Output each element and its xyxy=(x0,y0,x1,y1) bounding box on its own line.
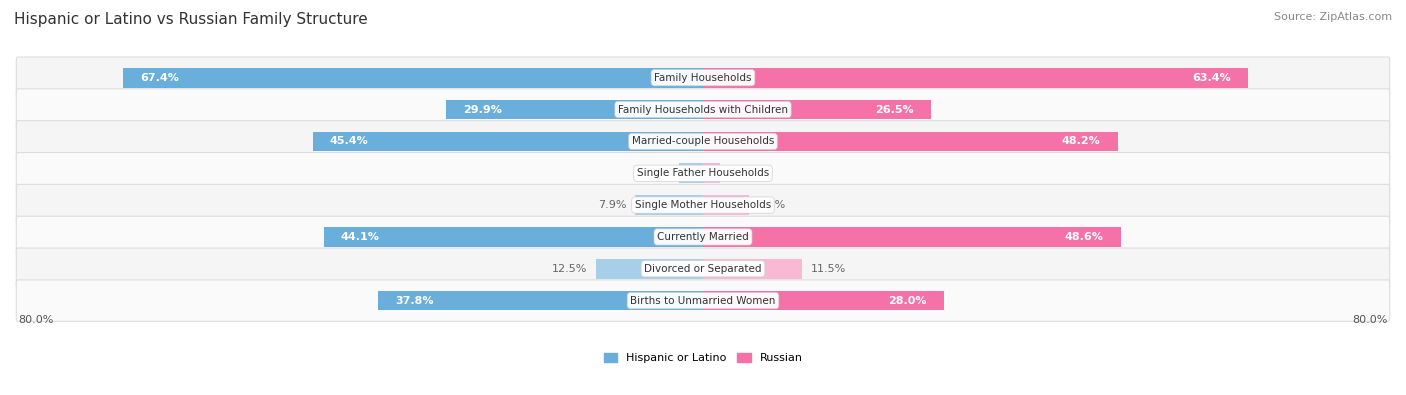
Text: 67.4%: 67.4% xyxy=(141,73,180,83)
Bar xyxy=(703,132,1118,151)
Text: Single Father Households: Single Father Households xyxy=(637,168,769,178)
Text: 80.0%: 80.0% xyxy=(1353,315,1388,325)
Text: 80.0%: 80.0% xyxy=(18,315,53,325)
Text: 44.1%: 44.1% xyxy=(340,232,380,242)
Text: 11.5%: 11.5% xyxy=(810,264,846,274)
Bar xyxy=(378,291,703,310)
Text: 28.0%: 28.0% xyxy=(889,295,927,306)
Text: 63.4%: 63.4% xyxy=(1192,73,1232,83)
Bar xyxy=(323,227,703,247)
Text: 12.5%: 12.5% xyxy=(551,264,586,274)
FancyBboxPatch shape xyxy=(17,248,1389,290)
FancyBboxPatch shape xyxy=(17,57,1389,98)
Text: 37.8%: 37.8% xyxy=(395,295,433,306)
FancyBboxPatch shape xyxy=(17,184,1389,226)
Bar xyxy=(124,68,703,88)
Text: 5.3%: 5.3% xyxy=(758,200,786,210)
Bar xyxy=(312,132,703,151)
Text: Family Households with Children: Family Households with Children xyxy=(619,105,787,115)
Text: Family Households: Family Households xyxy=(654,73,752,83)
Legend: Hispanic or Latino, Russian: Hispanic or Latino, Russian xyxy=(599,348,807,368)
Text: 26.5%: 26.5% xyxy=(875,105,914,115)
FancyBboxPatch shape xyxy=(17,152,1389,194)
FancyBboxPatch shape xyxy=(17,216,1389,258)
Text: Married-couple Households: Married-couple Households xyxy=(631,136,775,147)
Text: 2.8%: 2.8% xyxy=(641,168,671,178)
Text: Births to Unmarried Women: Births to Unmarried Women xyxy=(630,295,776,306)
Text: 29.9%: 29.9% xyxy=(463,105,502,115)
Text: Source: ZipAtlas.com: Source: ZipAtlas.com xyxy=(1274,12,1392,22)
Text: 7.9%: 7.9% xyxy=(598,200,627,210)
FancyBboxPatch shape xyxy=(17,121,1389,162)
Bar xyxy=(636,195,703,215)
Text: 45.4%: 45.4% xyxy=(330,136,368,147)
Bar xyxy=(703,259,801,278)
Text: 48.6%: 48.6% xyxy=(1064,232,1104,242)
Bar xyxy=(703,227,1121,247)
FancyBboxPatch shape xyxy=(17,280,1389,321)
Bar xyxy=(703,195,748,215)
Bar xyxy=(596,259,703,278)
Bar xyxy=(703,291,943,310)
Bar xyxy=(703,68,1249,88)
Text: Currently Married: Currently Married xyxy=(657,232,749,242)
Bar xyxy=(703,164,720,183)
Text: Hispanic or Latino vs Russian Family Structure: Hispanic or Latino vs Russian Family Str… xyxy=(14,12,368,27)
FancyBboxPatch shape xyxy=(17,89,1389,130)
Text: Single Mother Households: Single Mother Households xyxy=(636,200,770,210)
Bar xyxy=(703,100,931,119)
Bar xyxy=(679,164,703,183)
Text: 48.2%: 48.2% xyxy=(1062,136,1101,147)
Text: 2.0%: 2.0% xyxy=(728,168,758,178)
Text: Divorced or Separated: Divorced or Separated xyxy=(644,264,762,274)
Bar xyxy=(446,100,703,119)
